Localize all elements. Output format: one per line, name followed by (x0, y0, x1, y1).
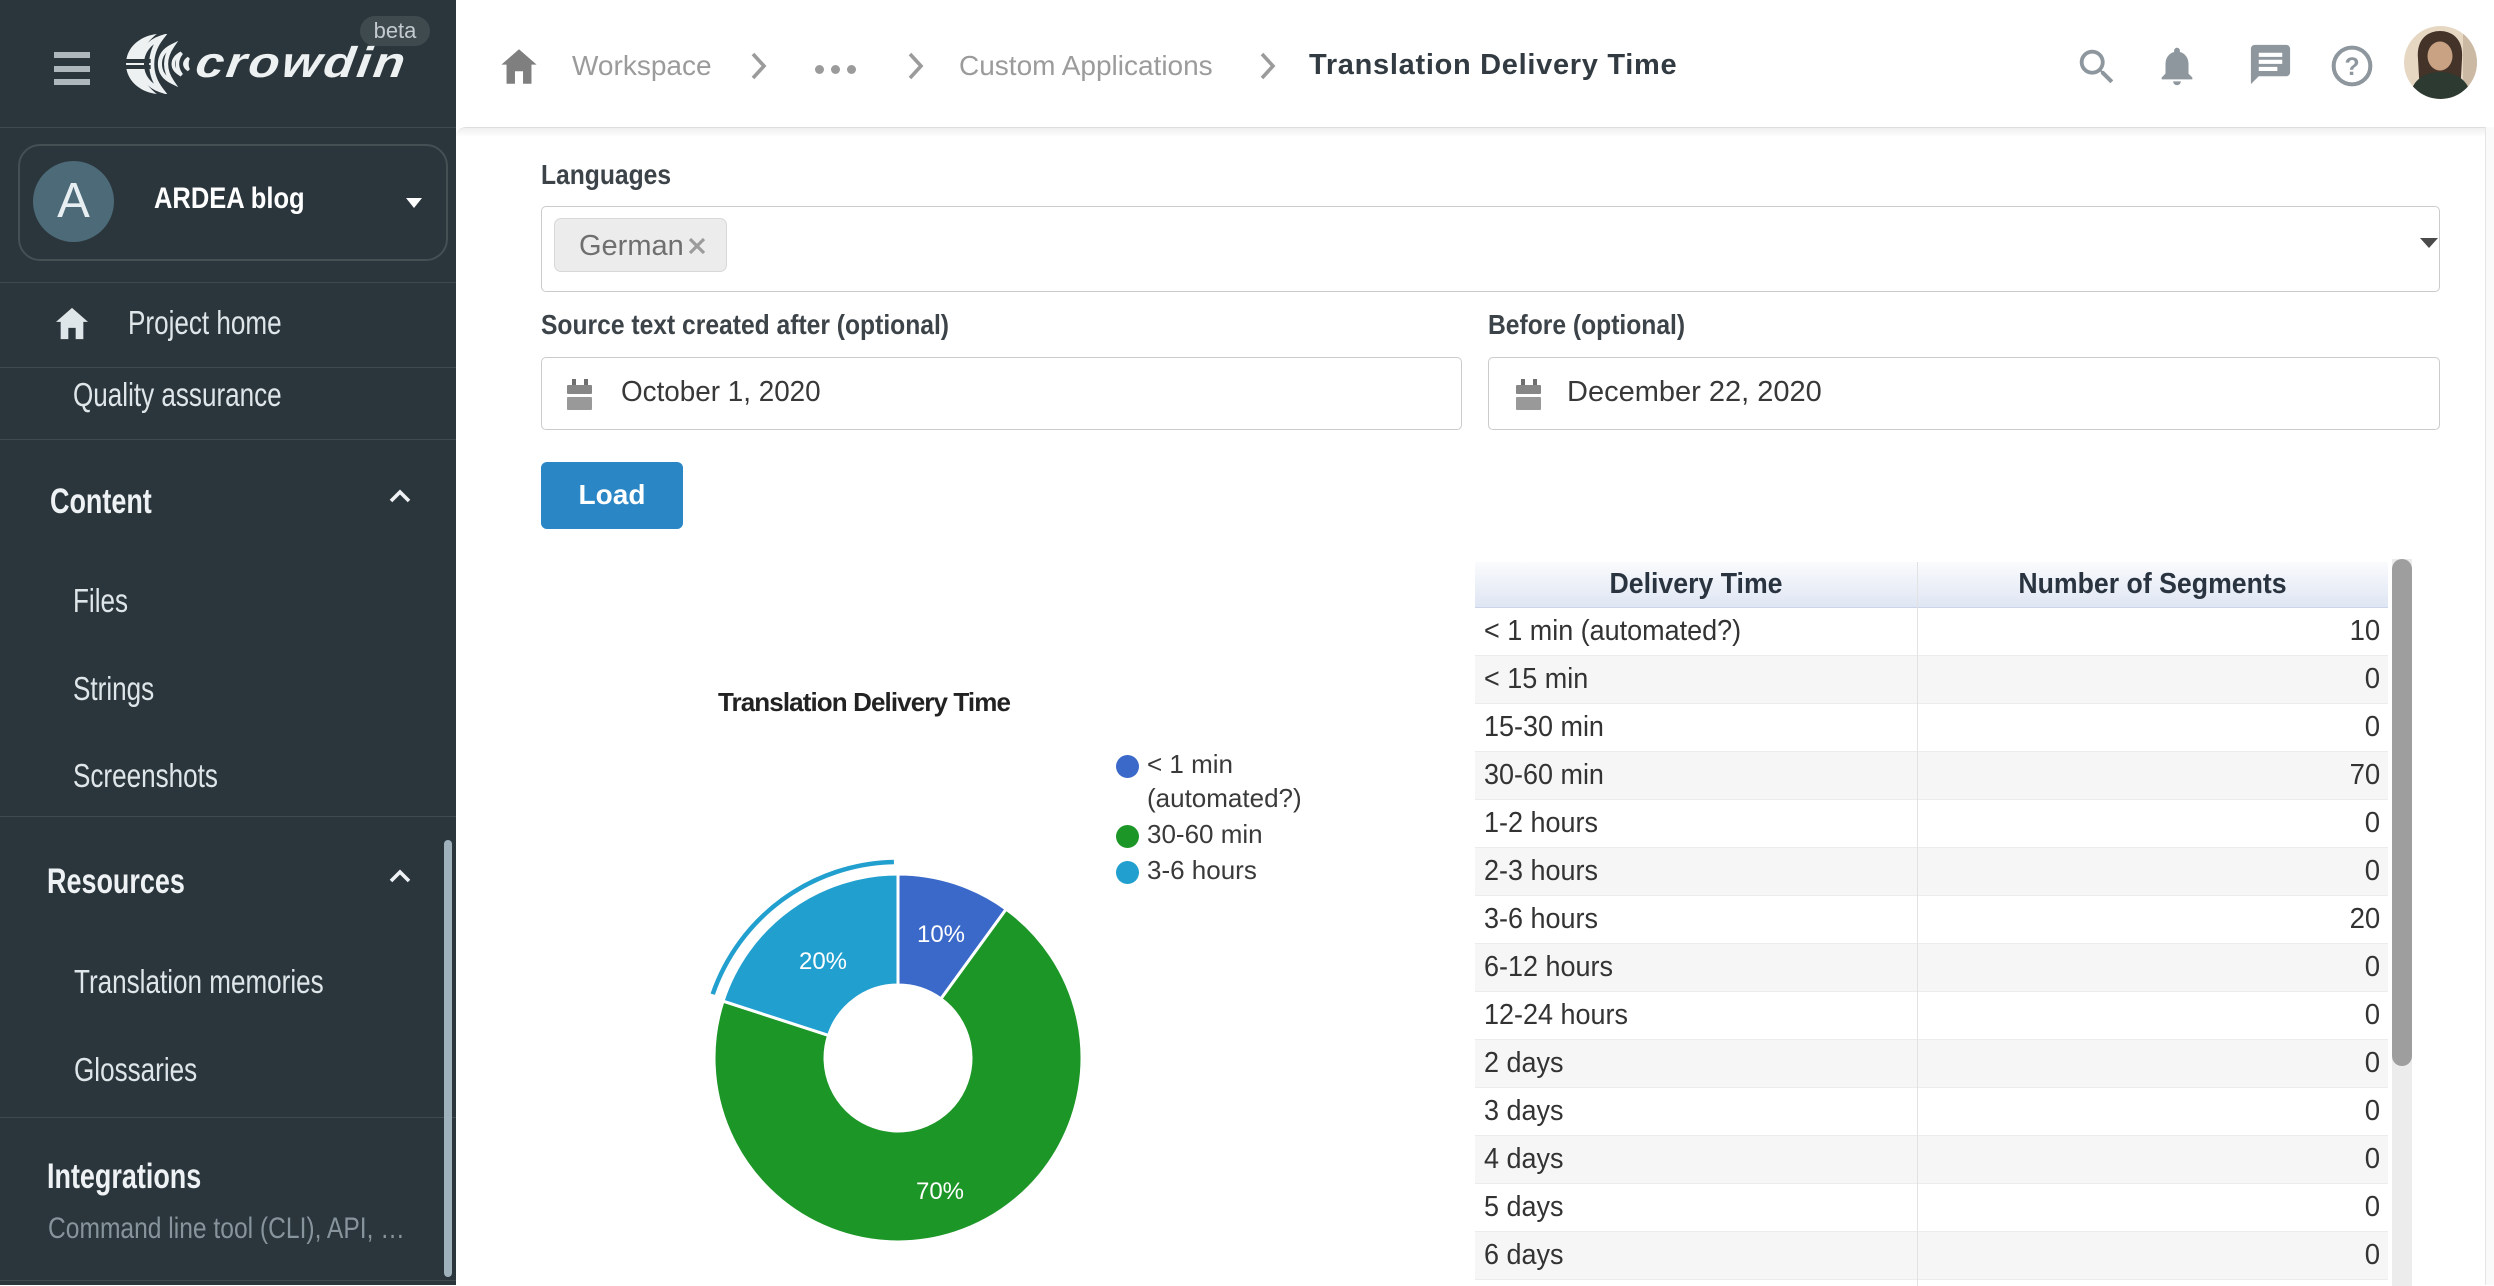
svg-text:70%: 70% (916, 1178, 964, 1205)
svg-text:10%: 10% (917, 921, 965, 948)
svg-text:?: ? (2344, 54, 2359, 81)
svg-text:20%: 20% (799, 948, 847, 975)
